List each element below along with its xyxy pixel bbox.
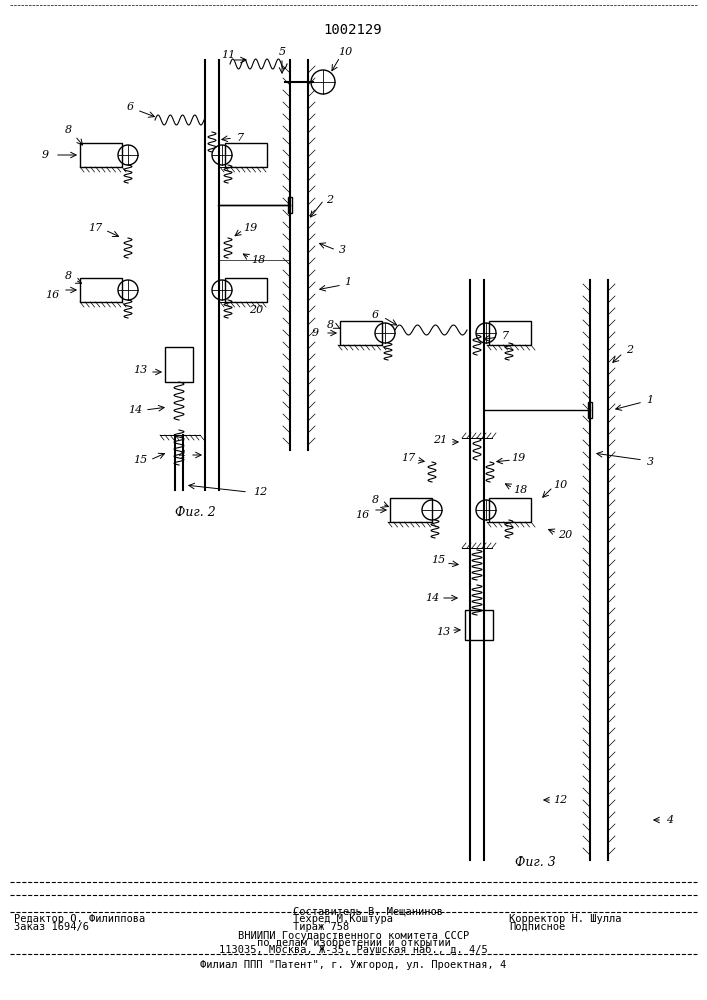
Text: ВНИИПИ Государственного комитета СССР: ВНИИПИ Государственного комитета СССР xyxy=(238,931,469,941)
Text: 4: 4 xyxy=(178,450,185,460)
Text: Фиг. 2: Фиг. 2 xyxy=(175,506,216,518)
Text: 13: 13 xyxy=(133,365,147,375)
Text: 8: 8 xyxy=(371,495,378,505)
Text: 20: 20 xyxy=(558,530,572,540)
Bar xyxy=(80,143,122,167)
Text: 8: 8 xyxy=(64,271,71,281)
Text: 14: 14 xyxy=(128,405,142,415)
Text: 6: 6 xyxy=(127,102,134,112)
Text: Заказ 1694/6: Заказ 1694/6 xyxy=(14,922,89,932)
Text: 20: 20 xyxy=(249,305,263,315)
Text: 8: 8 xyxy=(327,320,334,330)
Bar xyxy=(225,143,267,167)
Text: 9: 9 xyxy=(312,328,319,338)
Text: 18: 18 xyxy=(251,255,265,265)
Text: Филиал ППП "Патент", г. Ужгород, ул. Проектная, 4: Филиал ППП "Патент", г. Ужгород, ул. Про… xyxy=(200,960,507,970)
Text: Редактор О. Филиппова: Редактор О. Филиппова xyxy=(14,914,146,924)
Text: 15: 15 xyxy=(431,555,445,565)
Text: 12: 12 xyxy=(553,795,567,805)
Text: 113035, Москва, Ж-35, Раушская наб., д. 4/5: 113035, Москва, Ж-35, Раушская наб., д. … xyxy=(219,945,488,955)
Text: Фиг. 3: Фиг. 3 xyxy=(515,856,556,868)
Text: 17: 17 xyxy=(88,223,102,233)
Text: 13: 13 xyxy=(436,627,450,637)
Text: 21: 21 xyxy=(433,435,447,445)
Bar xyxy=(80,278,122,302)
Text: по делам изобретений и открытий: по делам изобретений и открытий xyxy=(257,938,450,948)
Text: 5: 5 xyxy=(279,47,286,57)
Text: 16: 16 xyxy=(355,510,369,520)
Bar xyxy=(489,498,531,522)
Bar xyxy=(465,610,493,640)
Text: Подписное: Подписное xyxy=(509,922,566,932)
Text: 9: 9 xyxy=(42,150,49,160)
Text: 3: 3 xyxy=(646,457,653,467)
Text: 2: 2 xyxy=(626,345,633,355)
Bar xyxy=(225,278,267,302)
Bar xyxy=(165,347,193,382)
Text: 17: 17 xyxy=(401,453,415,463)
Text: 7: 7 xyxy=(501,331,508,341)
Text: 11: 11 xyxy=(221,50,235,60)
Text: 1: 1 xyxy=(344,277,351,287)
Text: 6: 6 xyxy=(371,310,378,320)
Bar xyxy=(390,498,432,522)
Text: 7: 7 xyxy=(236,133,244,143)
Text: Техред М.Коштура: Техред М.Коштура xyxy=(293,914,393,924)
Text: 18: 18 xyxy=(513,485,527,495)
Text: Корректор Н. Шулла: Корректор Н. Шулла xyxy=(509,914,621,924)
Bar xyxy=(288,197,292,213)
Text: 15: 15 xyxy=(133,455,147,465)
Text: 1002129: 1002129 xyxy=(324,23,382,37)
Bar xyxy=(340,321,382,345)
Text: 2: 2 xyxy=(327,195,334,205)
Text: 10: 10 xyxy=(338,47,352,57)
Text: 19: 19 xyxy=(243,223,257,233)
Bar xyxy=(588,402,592,418)
Text: 8: 8 xyxy=(64,125,71,135)
Text: 19: 19 xyxy=(511,453,525,463)
Text: 3: 3 xyxy=(339,245,346,255)
Text: 12: 12 xyxy=(253,487,267,497)
Text: 16: 16 xyxy=(45,290,59,300)
Text: Тираж 758: Тираж 758 xyxy=(293,922,350,932)
Text: 1: 1 xyxy=(646,395,653,405)
Text: Составитель В. Мещанинов: Составитель В. Мещанинов xyxy=(293,907,443,917)
Text: 4: 4 xyxy=(667,815,674,825)
Text: 14: 14 xyxy=(425,593,439,603)
Bar xyxy=(489,321,531,345)
Text: 10: 10 xyxy=(553,480,567,490)
